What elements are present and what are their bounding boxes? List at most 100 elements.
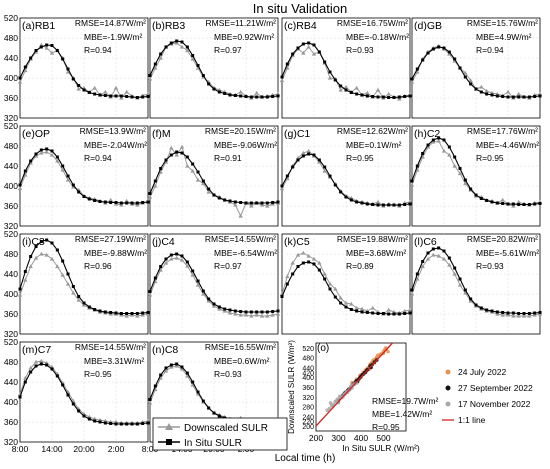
insitu-point [196, 170, 200, 174]
downscaled-point [158, 375, 163, 380]
downscaled-point [343, 84, 349, 89]
insitu-point [61, 383, 65, 387]
rmse-label: RMSE=13.9W/m² [80, 126, 147, 136]
scatter-y-tick-label: 200 [302, 424, 314, 431]
downscaled-point [60, 272, 65, 277]
insitu-point [61, 164, 65, 168]
downscaled-point [254, 90, 259, 95]
insitu-point [87, 305, 91, 309]
downscaled-point [169, 256, 174, 261]
downscaled-point [479, 84, 484, 89]
one-to-one-line [315, 342, 393, 427]
y-tick-label: 400 [4, 73, 18, 83]
rmse-label: RMSE=20.82W/m² [467, 234, 538, 244]
insitu-point [522, 203, 526, 206]
insitu-point [490, 309, 494, 313]
insitu-point [349, 198, 353, 202]
insitu-point [381, 95, 385, 99]
downscaled-point [163, 368, 169, 373]
downscaled-point [243, 312, 249, 317]
downscaled-point [495, 311, 500, 316]
insitu-point [301, 154, 305, 158]
insitu-point [474, 193, 478, 197]
rmse-label: RMSE=14.55W/m² [75, 342, 146, 352]
insitu-point [141, 422, 145, 425]
insitu-point [408, 94, 412, 98]
downscaled-point [420, 264, 425, 269]
downscaled-point [349, 301, 354, 306]
y-tick-label: 360 [4, 201, 18, 211]
insitu-point [249, 95, 253, 99]
downscaled-point [44, 252, 49, 257]
rmse-label: RMSE=15.76W/m² [467, 18, 538, 28]
insitu-point [169, 363, 173, 367]
insitu-point [511, 311, 515, 315]
y-tick-label: 360 [4, 417, 18, 427]
insitu-point [77, 295, 81, 298]
insitu-point [191, 162, 195, 166]
downscaled-point [343, 300, 349, 305]
downscaled-point [511, 313, 516, 318]
insitu-point [130, 312, 134, 315]
insitu-point [135, 201, 139, 205]
insitu-point [153, 179, 157, 183]
insitu-point [533, 95, 537, 98]
downscaled-point [17, 292, 23, 297]
insitu-point [323, 165, 327, 169]
insitu-point [82, 195, 86, 198]
downscaled-point [23, 277, 28, 282]
downscaled-point [76, 297, 81, 302]
r-label: R=0.93 [476, 261, 504, 271]
insitu-point [328, 287, 332, 291]
downscaled-point [179, 44, 185, 49]
insitu-point [453, 155, 457, 159]
insitu-point [39, 148, 43, 152]
downscaled-point [135, 313, 140, 318]
downscaled-point [103, 89, 108, 94]
downscaled-point [468, 78, 473, 83]
insitu-point [371, 203, 375, 206]
downscaled-point [174, 363, 179, 368]
scatter-y-tick-label: 520 [302, 346, 314, 353]
insitu-point [196, 64, 200, 67]
insitu-point [522, 95, 526, 99]
insitu-point [34, 364, 38, 368]
rmse-label: RMSE=16.75W/m² [337, 18, 408, 28]
insitu-point [376, 203, 380, 207]
legend-downscaled-marker [165, 423, 173, 430]
downscaled-point [516, 91, 521, 96]
y-tick-label: 480 [4, 249, 18, 259]
insitu-point [538, 202, 542, 205]
downscaled-point [306, 44, 311, 49]
y-tick-label: 440 [4, 377, 18, 387]
insitu-point [376, 95, 380, 99]
downscaled-point [81, 302, 87, 307]
downscaled-point [124, 89, 129, 94]
scatter-panel-label: (o) [317, 343, 329, 354]
insitu-point [164, 366, 168, 370]
downscaled-point [39, 358, 44, 363]
insitu-point [185, 260, 189, 264]
insitu-point [50, 241, 54, 245]
insitu-point [119, 201, 123, 205]
y-tick-label: 320 [4, 113, 18, 123]
downscaled-point [431, 139, 436, 144]
downscaled-point [169, 145, 174, 150]
r-label: R=0.95 [84, 369, 112, 379]
insitu-point [387, 96, 391, 99]
panel-label: (d)GB [414, 20, 442, 32]
downscaled-point [409, 79, 415, 84]
mbe-label: MBE=-0.18W/m² [346, 32, 409, 42]
insitu-point [125, 422, 129, 426]
downscaled-point [147, 292, 153, 297]
insitu-point [453, 266, 457, 270]
downscaled-point [119, 202, 124, 207]
rmse-label: RMSE=17.76W/m² [467, 126, 538, 136]
insitu-point [410, 288, 414, 292]
insitu-point [307, 41, 311, 45]
insitu-point [392, 203, 396, 207]
panel-5: (f)M RMSE=20.15W/m² MBE=-9.06W/m² R=0.91 [147, 125, 281, 227]
downscaled-point [290, 260, 295, 265]
insitu-point [538, 311, 542, 314]
